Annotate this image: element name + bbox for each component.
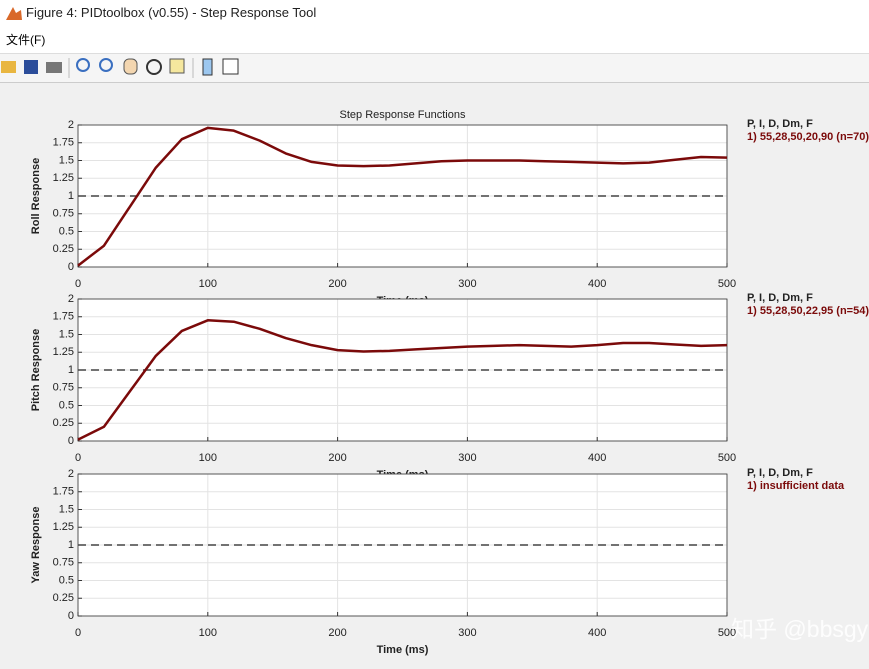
x-tick-label: 400 [588,278,606,290]
legend-entry: 1) 55,28,50,20,90 (n=70) [747,131,869,143]
zoom-in-button[interactable] [76,58,90,72]
save-button[interactable] [24,60,38,74]
y-tick-label: 0.75 [53,382,74,394]
x-tick-label: 300 [458,278,476,290]
rotate-button[interactable] [146,59,162,75]
y-tick-label: 0 [68,435,74,447]
x-tick-label: 0 [75,627,81,639]
pan-button[interactable] [123,58,138,75]
y-tick-label: 0.25 [53,592,74,604]
menu-file[interactable]: 文件(F) [6,33,46,47]
chart-title: Step Response Functions [340,109,466,121]
menu-bar: 文件(F) [0,28,869,54]
legend-button[interactable] [222,58,239,75]
y-tick-label: 2 [68,119,74,131]
y-tick-label: 1.75 [53,311,74,323]
x-tick-label: 300 [458,452,476,464]
datacursor-button[interactable] [169,58,185,74]
legend-title: P, I, D, Dm, F [747,467,813,479]
x-tick-label: 100 [199,278,217,290]
y-tick-label: 1.5 [59,328,74,340]
y-tick-label: 0.75 [53,557,74,569]
app-icon [6,7,22,20]
y-tick-label: 0.5 [59,225,74,237]
y-tick-label: 0.25 [53,243,74,255]
legend-title: P, I, D, Dm, F [747,118,813,130]
print-button[interactable] [46,62,62,73]
y-tick-label: 1.25 [53,172,74,184]
y-tick-label: 1.75 [53,137,74,149]
x-tick-label: 400 [588,452,606,464]
y-tick-label: 0.75 [53,208,74,220]
x-tick-label: 100 [199,627,217,639]
x-tick-label: 200 [328,278,346,290]
zoom-out-button[interactable] [99,58,113,72]
y-tick-label: 0.25 [53,417,74,429]
x-tick-label: 200 [328,452,346,464]
y-tick-label: 0 [68,261,74,273]
y-axis-label: Pitch Response [30,329,42,412]
x-tick-label: 300 [458,627,476,639]
figure: Time (ms)Time (ms)00.250.50.7511.251.51.… [30,109,869,656]
x-tick-label: 0 [75,278,81,290]
x-tick-label: 400 [588,627,606,639]
x-tick-label: 100 [199,452,217,464]
watermark: 知乎 @bbsgyd [731,616,869,642]
x-tick-label: 500 [718,452,736,464]
x-tick-label: 500 [718,278,736,290]
open-button[interactable] [1,61,16,73]
response-line [77,126,728,267]
y-axis-label: Roll Response [30,158,42,234]
legend-title: P, I, D, Dm, F [747,292,813,304]
y-tick-label: 1.25 [53,521,74,533]
y-tick-label: 1.5 [59,154,74,166]
y-tick-label: 1.5 [59,503,74,515]
window-title: Figure 4: PIDtoolbox (v0.55) - Step Resp… [26,5,317,20]
y-tick-label: 1 [68,190,74,202]
y-axis-label: Yaw Response [30,506,42,583]
y-tick-label: 1 [68,364,74,376]
y-tick-label: 2 [68,468,74,480]
colorbar-button[interactable] [202,58,213,76]
toolbar [0,54,869,83]
legend-entry: 1) 55,28,50,22,95 (n=54) [747,305,869,317]
legend-entry: 1) insufficient data [747,480,845,492]
x-tick-label: 200 [328,627,346,639]
x-tick-label: 0 [75,452,81,464]
y-tick-label: 0 [68,610,74,622]
x-axis-label: Time (ms) [377,644,429,656]
response-line [77,319,728,441]
y-tick-label: 2 [68,293,74,305]
y-tick-label: 0.5 [59,574,74,586]
toolbar-icons [1,58,239,78]
y-tick-label: 1.25 [53,346,74,358]
y-tick-label: 0.5 [59,399,74,411]
x-tick-label: 500 [718,627,736,639]
y-tick-label: 1 [68,539,74,551]
title-bar: Figure 4: PIDtoolbox (v0.55) - Step Resp… [0,0,869,28]
y-tick-label: 1.75 [53,486,74,498]
